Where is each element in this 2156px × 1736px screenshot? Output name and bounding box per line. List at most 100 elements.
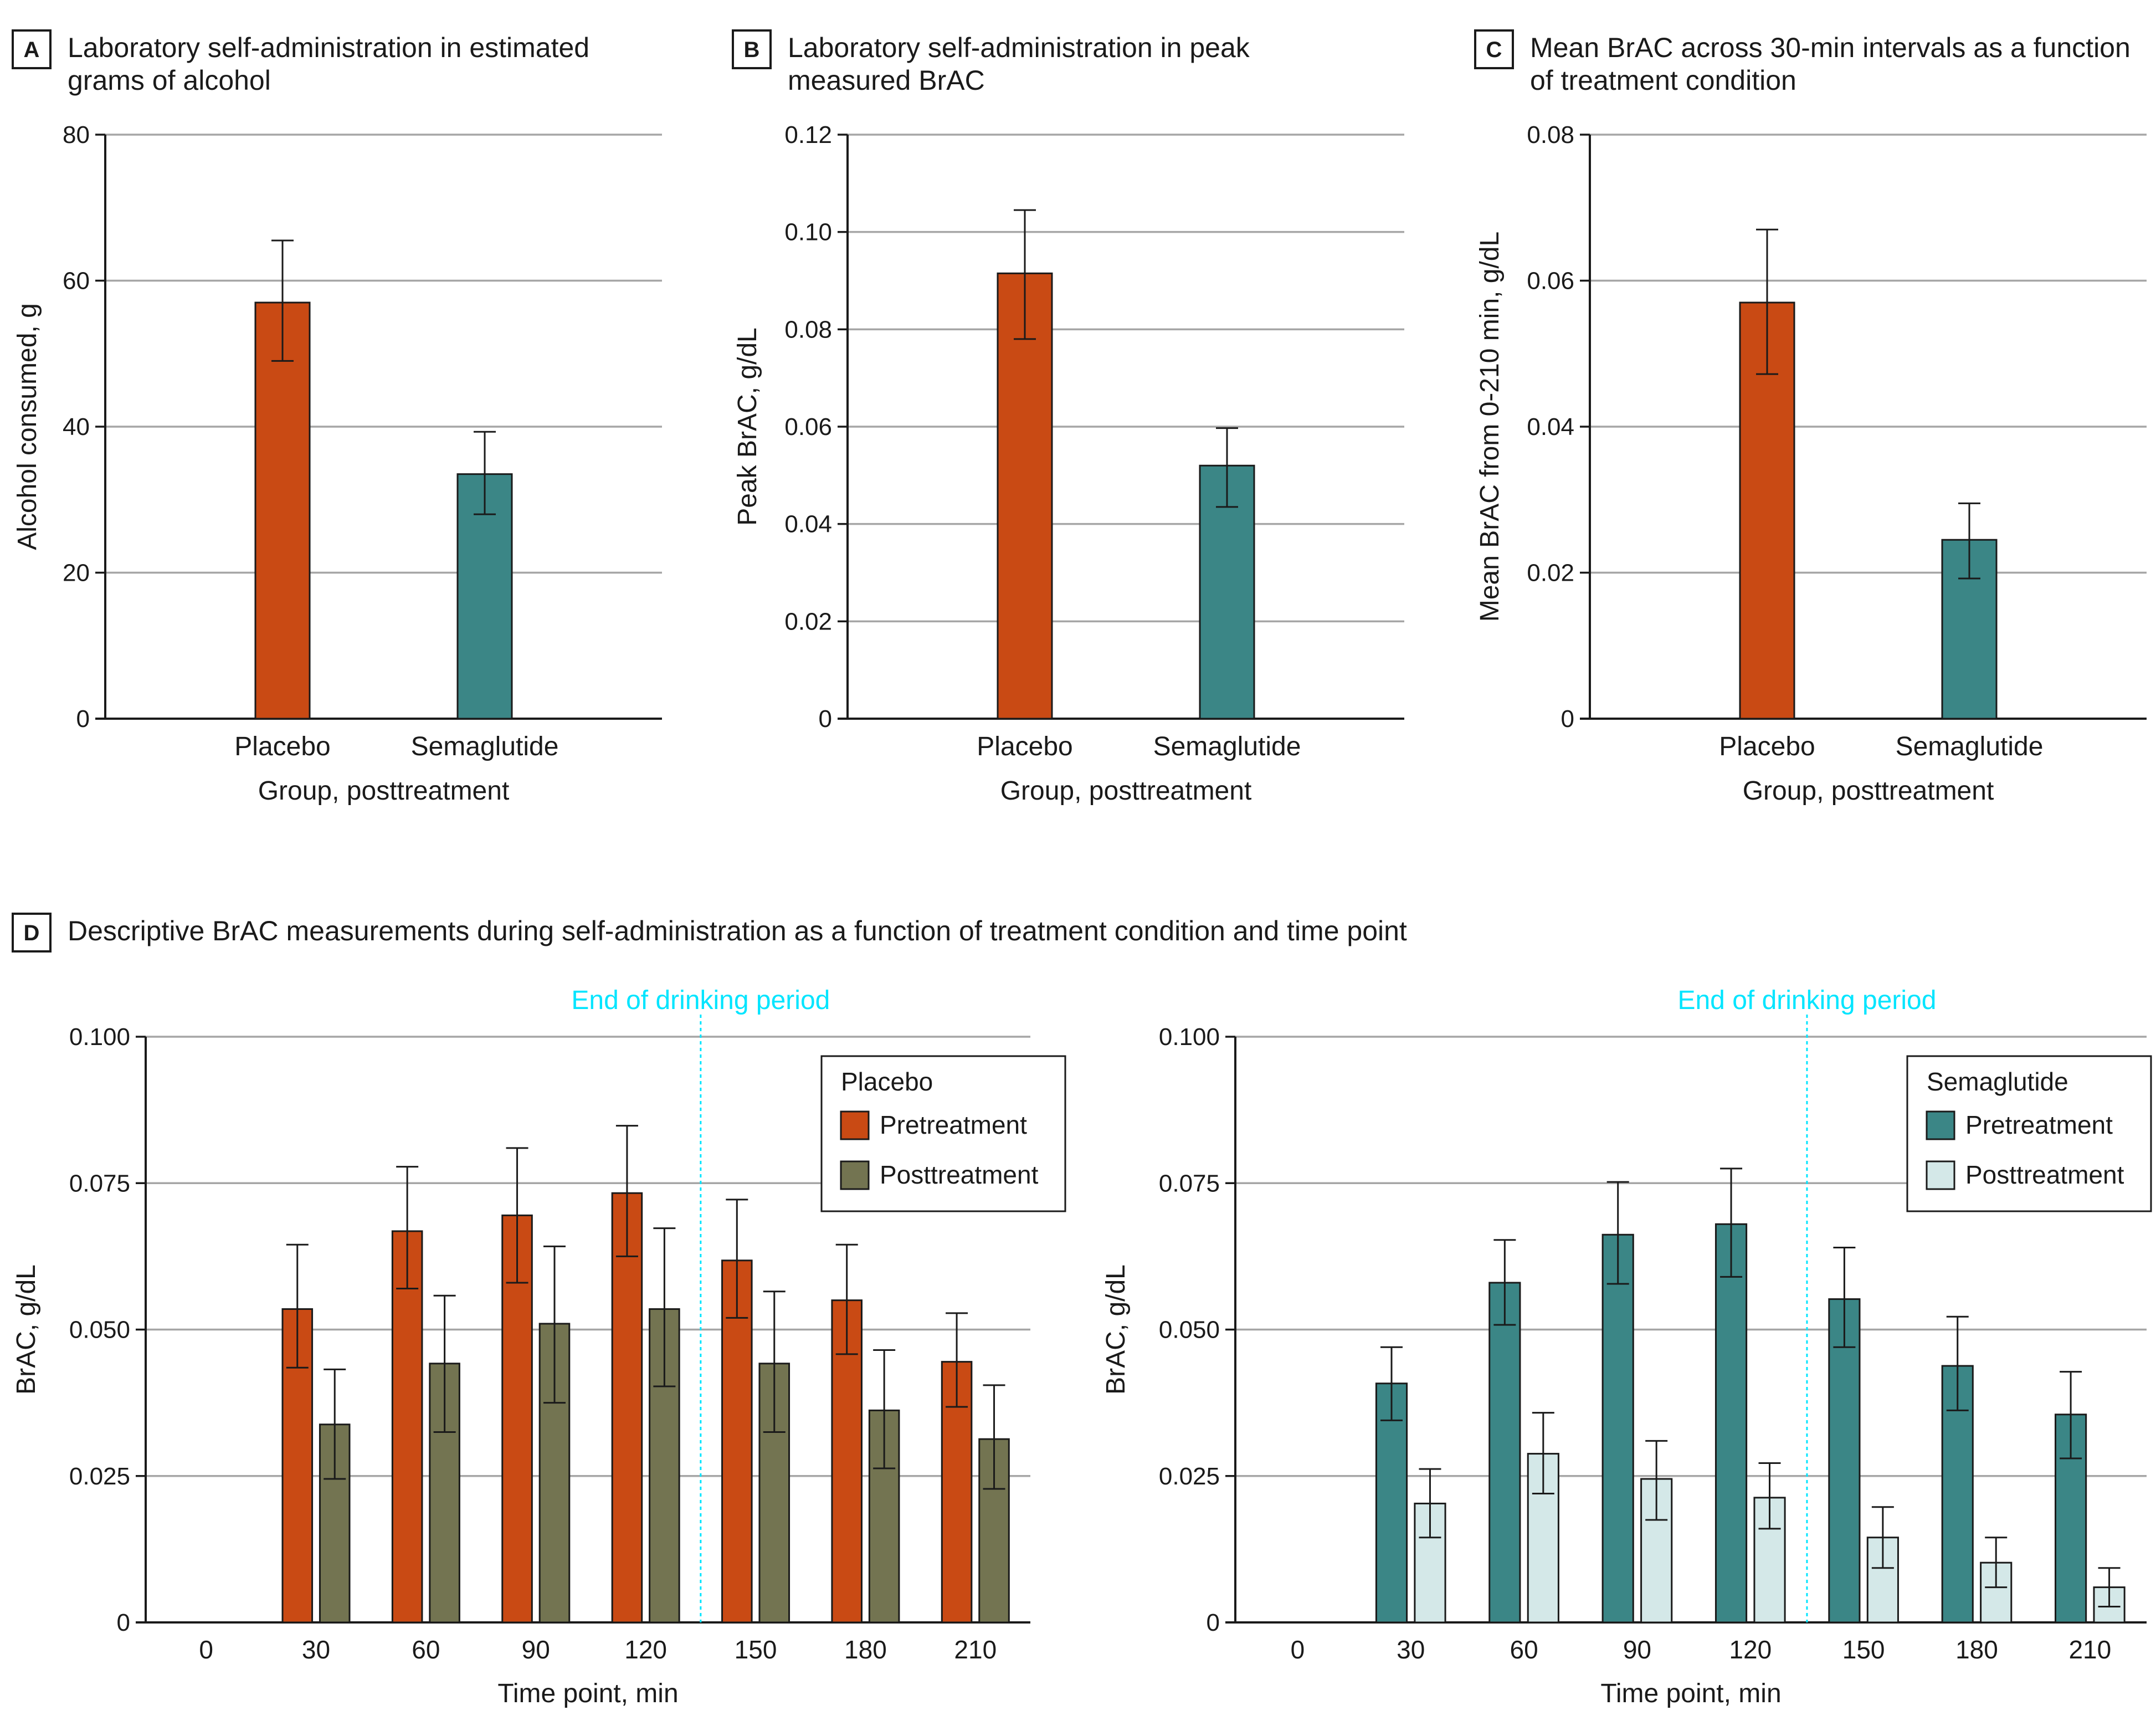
- chart-d-semaglutide-ytick-label: 0.075: [1159, 1170, 1220, 1197]
- panel-b-title-line1: Laboratory self-administration in peak: [788, 32, 1250, 63]
- panel-c-header: C Mean BrAC across 30-min intervals as a…: [1474, 29, 2131, 96]
- chart-d-placebo-xtick-label: 210: [954, 1635, 997, 1664]
- panel-c-title-line1: Mean BrAC across 30-min intervals as a f…: [1530, 32, 2131, 63]
- chart-d-semaglutide-xtick-label: 30: [1397, 1635, 1425, 1664]
- chart-d-placebo-xtick-label: 180: [844, 1635, 887, 1664]
- chart-c-ytick-label: 0.02: [1527, 560, 1574, 587]
- chart-b-bar-placebo: [997, 272, 1053, 720]
- chart-d-semaglutide-bar-pretreatment-30: [1375, 1382, 1408, 1624]
- chart-b-ytick-label: 0.06: [784, 413, 832, 441]
- panel-c-title-line2: of treatment condition: [1530, 65, 1796, 96]
- chart-d-semaglutide: 0 0.025 0.050 0.075 0.100 BrAC, g/dL Time poin…: [1101, 986, 2152, 1708]
- chart-d-placebo-bar-posttreatment-210: [978, 1438, 1010, 1624]
- chart-d-semaglutide-xtick-label: 120: [1729, 1635, 1772, 1664]
- panel-b-header: B Laboratory self-administration in peak…: [732, 29, 1250, 96]
- chart-b-ytick-label: 0.04: [784, 511, 832, 538]
- panel-c-letter: C: [1486, 38, 1502, 62]
- panel-c-letter-box: [1474, 29, 1514, 69]
- chart-c-ytick-label: 0.08: [1527, 121, 1574, 148]
- chart-d-placebo-ytick-label: 0.025: [69, 1463, 130, 1490]
- panel-a-letter: A: [24, 38, 40, 62]
- chart-a-category-label: Placebo: [234, 732, 330, 761]
- chart-d-placebo-legend-label-pretreatment: Pretreatment: [880, 1110, 1027, 1139]
- chart-b-bar-semaglutide: [1199, 464, 1255, 720]
- chart-d-semaglutide-end-of-drinking-label: End of drinking period: [1677, 986, 1936, 1015]
- chart-b-xlabel: Group, posttreatment: [1000, 776, 1252, 806]
- chart-d-semaglutide-bar-posttreatment-180: [1980, 1561, 2013, 1624]
- chart-d-placebo-ytick-label: 0.100: [69, 1023, 130, 1051]
- chart-d-placebo-xlabel: Time point, min: [497, 1679, 678, 1708]
- chart-d-semaglutide-xtick-label: 180: [1955, 1635, 1998, 1664]
- chart-d-placebo-legend-label-posttreatment: Posttreatment: [880, 1160, 1039, 1189]
- chart-d-semaglutide-bar-pretreatment-90: [1601, 1233, 1634, 1624]
- chart-d-semaglutide-legend-label-posttreatment: Posttreatment: [1965, 1160, 2124, 1189]
- panel-d-letter-box: [12, 913, 52, 953]
- chart-d-semaglutide-ytick-label: 0.025: [1159, 1463, 1220, 1490]
- chart-b-ytick-label: 0: [819, 705, 832, 733]
- chart-d-semaglutide-xtick-label: 90: [1623, 1635, 1651, 1664]
- chart-d-placebo-xtick-label: 60: [412, 1635, 440, 1664]
- chart-d-semaglutide-xtick-label: 150: [1842, 1635, 1885, 1664]
- chart-d-semaglutide-bar-pretreatment-120: [1714, 1223, 1748, 1624]
- chart-a-ytick-label: 0: [76, 705, 90, 733]
- chart-d-placebo-bar-pretreatment-210: [941, 1361, 973, 1624]
- chart-d-semaglutide-xlabel: Time point, min: [1600, 1679, 1781, 1708]
- panel-d-header: D Descriptive BrAC measurements during s…: [12, 913, 1407, 953]
- chart-b-ytick-label: 0.10: [784, 219, 832, 246]
- chart-a-ytick-label: 20: [63, 560, 90, 587]
- chart-d-semaglutide-ytick-label: 0.050: [1159, 1317, 1220, 1344]
- chart-d-placebo-legend-title: Placebo: [841, 1067, 933, 1096]
- chart-d-placebo-bar-pretreatment-120: [611, 1192, 643, 1624]
- chart-c-category-label: Placebo: [1719, 732, 1815, 761]
- chart-d-placebo-bar-pretreatment-60: [391, 1230, 423, 1624]
- chart-d-placebo-xtick-label: 150: [735, 1635, 777, 1664]
- chart-c-ytick-label: 0: [1561, 705, 1574, 733]
- chart-b-ytick-label: 0.02: [784, 608, 832, 635]
- chart-d-placebo-legend: Placebo Pretreatment Posttreatment: [820, 1055, 1066, 1212]
- chart-a-ytick-label: 80: [63, 121, 90, 148]
- chart-a: 0 20 40 60 80 Alcohol consumed, g Group, postt…: [13, 121, 662, 806]
- chart-d-semaglutide-legend: Semaglutide Pretreatment Posttreatment: [1906, 1055, 2152, 1212]
- chart-c-xlabel: Group, posttreatment: [1743, 776, 1994, 806]
- chart-b-ytick-label: 0.12: [784, 121, 832, 148]
- chart-d-semaglutide-bar-pretreatment-210: [2055, 1414, 2087, 1624]
- chart-d-placebo-legend-swatch-posttreatment: [840, 1160, 870, 1190]
- chart-d-semaglutide-legend-title: Semaglutide: [1927, 1067, 2068, 1096]
- chart-d-semaglutide-ytick-label: 0: [1207, 1609, 1220, 1636]
- chart-d-placebo: 0 0.025 0.050 0.075 0.100 BrAC, g/dL Time poin…: [12, 986, 1066, 1708]
- panel-b-letter-box: [732, 29, 772, 69]
- panel-a-title-line2: grams of alcohol: [68, 65, 271, 96]
- chart-d-semaglutide-ytick-label: 0.100: [1159, 1023, 1220, 1051]
- chart-d-placebo-legend-swatch-pretreatment: [840, 1110, 870, 1140]
- chart-c-category-label: Semaglutide: [1896, 732, 2044, 761]
- chart-d-semaglutide-ylabel: BrAC, g/dL: [1101, 1264, 1131, 1395]
- chart-d-placebo-ytick-label: 0.075: [69, 1170, 130, 1197]
- chart-d-placebo-bar-posttreatment-150: [758, 1363, 790, 1624]
- chart-d-semaglutide-legend-swatch-posttreatment: [1926, 1160, 1955, 1190]
- chart-d-placebo-end-of-drinking-label: End of drinking period: [571, 986, 830, 1015]
- chart-b-ytick-label: 0.08: [784, 316, 832, 343]
- chart-a-ylabel: Alcohol consumed, g: [13, 303, 42, 550]
- chart-b: 0 0.02 0.04 0.06 0.08 0.10 0.12 Peak BrAC, g/dL…: [733, 121, 1404, 806]
- chart-c-ytick-label: 0.06: [1527, 268, 1574, 295]
- chart-d-semaglutide-xtick-label: 210: [2068, 1635, 2111, 1664]
- chart-d-placebo-xtick-label: 30: [302, 1635, 330, 1664]
- chart-d-placebo-xtick-label: 90: [522, 1635, 550, 1664]
- chart-d-semaglutide-bar-pretreatment-60: [1488, 1282, 1521, 1624]
- panel-b-letter: B: [744, 38, 760, 62]
- chart-a-ytick-label: 60: [63, 268, 90, 295]
- chart-d-semaglutide-xtick-label: 0: [1291, 1635, 1305, 1664]
- panel-b-title-line2: measured BrAC: [788, 65, 985, 96]
- chart-d-placebo-ylabel: BrAC, g/dL: [12, 1264, 41, 1395]
- chart-c-ylabel: Mean BrAC from 0-210 min, g/dL: [1475, 232, 1505, 622]
- chart-d-semaglutide-legend-label-pretreatment: Pretreatment: [1965, 1110, 2113, 1139]
- chart-a-bar-placebo: [254, 301, 311, 720]
- chart-a-category-label: Semaglutide: [411, 732, 559, 761]
- chart-d-placebo-xtick-label: 0: [199, 1635, 213, 1664]
- chart-b-category-label: Placebo: [977, 732, 1072, 761]
- chart-b-category-label: Semaglutide: [1153, 732, 1301, 761]
- chart-b-ylabel: Peak BrAC, g/dL: [733, 327, 762, 526]
- chart-c: 0 0.02 0.04 0.06 0.08 Mean BrAC from 0-210 mi…: [1475, 121, 2147, 806]
- chart-d-semaglutide-xtick-label: 60: [1510, 1635, 1538, 1664]
